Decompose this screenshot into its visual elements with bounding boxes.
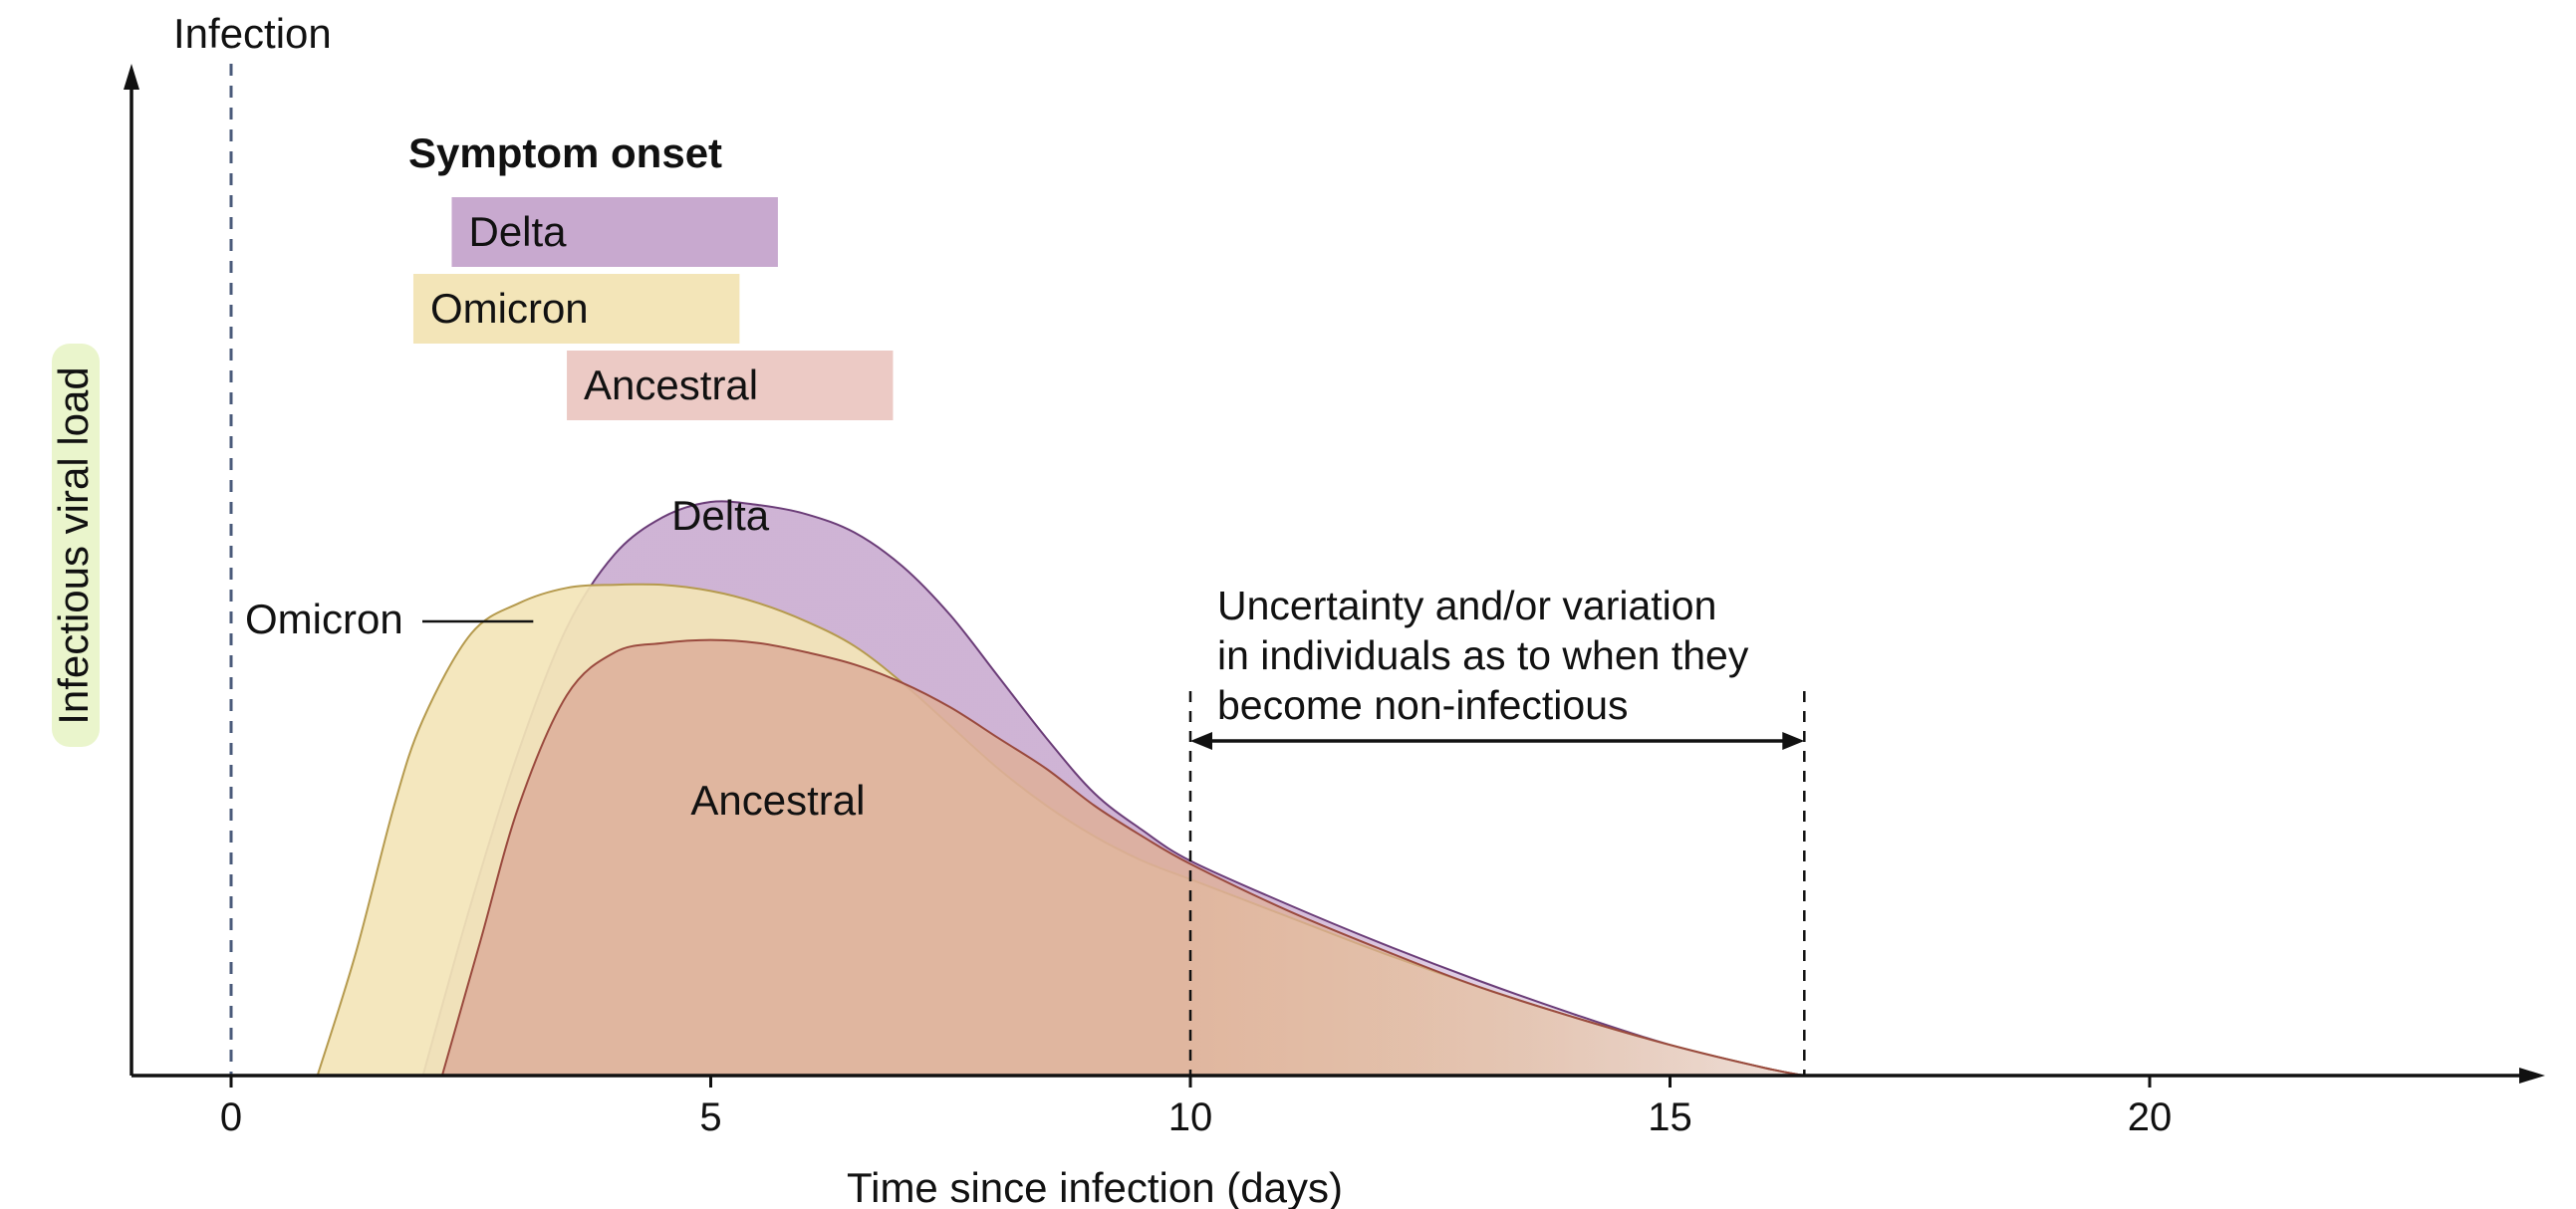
ancestral-curve-label: Ancestral [690,777,865,824]
onset-bar-ancestral [567,351,894,420]
uncertainty-text-line-3: become non-infectious [1217,682,1629,728]
uncertainty-arrowhead-left [1190,732,1212,750]
viral-load-curves [316,500,1805,1077]
x-tick-label-0: 0 [220,1095,242,1139]
onset-bar-omicron [412,274,740,344]
x-axis-title: Time since infection (days) [847,1164,1343,1209]
omicron-callout-label: Omicron [245,596,403,642]
onset-bar-label-delta: Delta [468,208,567,255]
x-axis-ticks: 0 5 10 15 20 [220,1076,2172,1139]
uncertainty-text-line-2: in individuals as to when they [1217,632,1749,678]
ancestral-area [441,639,1805,1076]
x-tick-label-15: 15 [1648,1095,1692,1139]
x-tick-label-20: 20 [2128,1095,2173,1139]
y-axis-title: Infectious viral load [50,366,97,725]
uncertainty-arrowhead-right [1782,732,1805,750]
x-tick-label-5: 5 [699,1095,721,1139]
onset-bar-label-ancestral: Ancestral [584,362,758,408]
symptom-onset-title: Symptom onset [408,129,722,176]
y-axis-title-highlight [52,344,100,747]
x-axis-arrowhead [2519,1068,2545,1084]
infection-label: Infection [173,10,332,57]
onset-bar-label-omicron: Omicron [430,285,589,332]
symptom-onset-bars: Delta Omicron Ancestral [412,197,894,420]
ancestral-line [440,638,1805,1077]
onset-bar-delta [451,197,778,267]
x-tick-label-10: 10 [1168,1095,1213,1139]
delta-curve-label: Delta [671,492,770,539]
uncertainty-text-line-1: Uncertainty and/or variation [1217,583,1716,628]
y-axis-arrowhead [124,64,139,90]
